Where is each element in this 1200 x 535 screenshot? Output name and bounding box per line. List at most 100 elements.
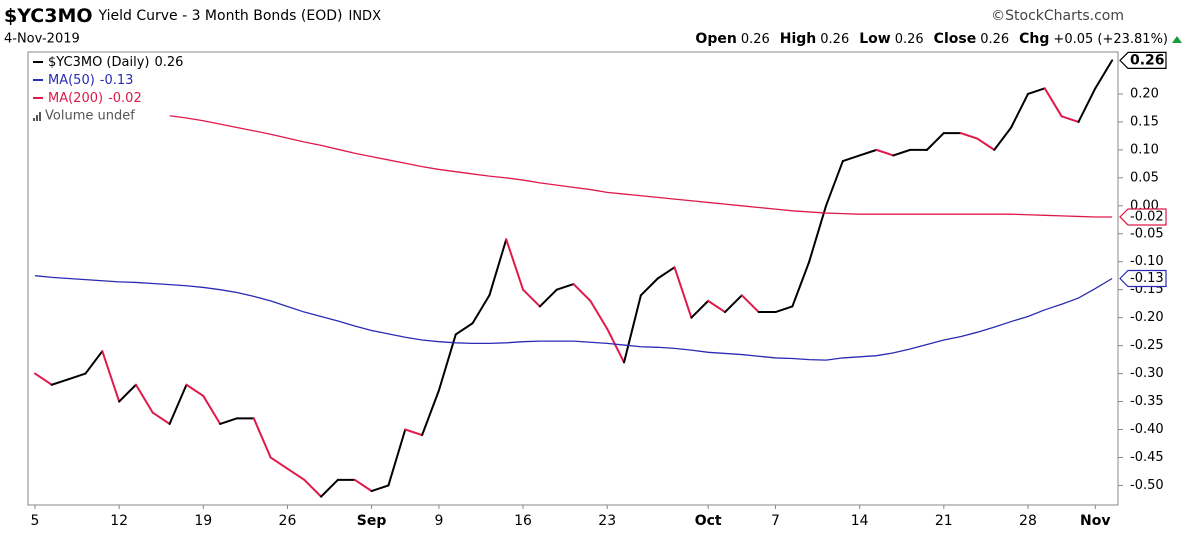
y-tick-label: -0.25: [1130, 338, 1164, 353]
price-segment: [993, 126, 1013, 151]
price-segment: [724, 294, 743, 314]
price-segment: [286, 467, 306, 481]
price-segment: [387, 428, 407, 487]
ohlc-value: 0.26: [820, 32, 849, 47]
y-tick-label: -0.40: [1130, 422, 1164, 437]
price-segment: [623, 294, 642, 364]
ohlc-value: +0.05 (+23.81%): [1053, 32, 1168, 47]
moving-average: [34, 275, 1113, 361]
price-segment: [690, 299, 710, 319]
price-segment: [522, 288, 541, 308]
x-tick-label: 16: [514, 513, 532, 529]
x-tick-label: 19: [194, 513, 212, 529]
legend-value: -0.02: [108, 91, 142, 106]
y-tick-label: -0.30: [1130, 366, 1164, 381]
price-segment: [1010, 92, 1029, 129]
legend-name: MA(200): [48, 91, 103, 106]
x-tick-label: 12: [110, 513, 128, 529]
price-segment: [976, 137, 996, 151]
price-segment: [707, 299, 727, 314]
price-segment: [370, 484, 390, 493]
price-segment: [589, 299, 609, 330]
legend-entry: MA(200) -0.02: [48, 91, 142, 106]
y-tick-label: -0.10: [1130, 254, 1164, 269]
date: 4-Nov-2019: [4, 32, 80, 47]
price-segment: [1060, 115, 1080, 123]
price-segment: [34, 372, 53, 386]
ohlc-value: 0.26: [980, 32, 1009, 47]
y-tick-label: -0.20: [1130, 310, 1164, 325]
y-tick-label: 0.10: [1130, 142, 1159, 157]
price-segment: [269, 456, 289, 470]
price-segment: [101, 350, 121, 403]
price-segment: [252, 417, 272, 459]
price-segment: [185, 383, 205, 397]
price-segment: [353, 478, 373, 493]
last-value-tag: [1119, 208, 1167, 226]
price-segment: [67, 372, 87, 381]
ohlc-label: High: [780, 31, 817, 47]
x-tick-label: 23: [598, 513, 616, 529]
legend-entry: MA(50) -0.13: [48, 73, 133, 88]
x-tick-label: 7: [771, 513, 780, 529]
ohlc-line: Open 0.26 High 0.26 Low 0.26 Close 0.26 Chg +0.05…: [695, 31, 1168, 47]
y-tick-label: 0.20: [1130, 86, 1159, 101]
price-segment: [538, 288, 558, 308]
price-segment: [825, 160, 844, 207]
last-value-label: 0.26: [1130, 52, 1165, 68]
source: ©StockCharts.com: [991, 8, 1124, 24]
last-value-label: -0.13: [1130, 271, 1164, 286]
price-segment: [892, 148, 912, 157]
price-segment: [303, 478, 323, 498]
price-segment: [656, 266, 676, 280]
x-tick-label: 21: [935, 513, 953, 529]
price-segment: [454, 322, 474, 336]
x-tick-label: 14: [851, 513, 869, 529]
price-segment: [1094, 59, 1114, 90]
x-tick-label: 9: [434, 513, 443, 529]
price-segment: [118, 383, 137, 403]
legend-value: -0.13: [100, 73, 134, 88]
last-value-tag: [1119, 51, 1167, 69]
chart-title: Yield Curve - 3 Month Bonds (EOD): [98, 8, 343, 24]
x-tick-label: 5: [31, 513, 40, 529]
price-segment: [488, 238, 508, 297]
price-segment: [572, 283, 592, 302]
up-arrow: [1172, 36, 1182, 43]
moving-average: [169, 115, 1113, 218]
price-segment: [774, 305, 794, 314]
ohlc-label: Low: [859, 31, 891, 47]
price-segment: [925, 132, 945, 151]
price-segment: [421, 389, 440, 437]
ohlc-label: Close: [934, 31, 977, 47]
price-segment: [202, 394, 222, 425]
price-segment: [134, 383, 154, 414]
x-tick-label: Sep: [357, 513, 387, 529]
price-segment: [50, 378, 70, 386]
price-segment: [151, 411, 171, 425]
price-segment: [320, 478, 339, 498]
ohlc-value: 0.26: [741, 32, 770, 47]
chart-header: $YC3MO Yield Curve - 3 Month Bonds (EOD) I…: [4, 5, 381, 27]
price-segment: [858, 148, 878, 157]
price-segment: [168, 383, 188, 425]
volume-icon: [36, 115, 38, 121]
price-segment: [1026, 87, 1046, 95]
price-segment: [437, 333, 457, 392]
legend-entry: $YC3MO (Daily) 0.26: [48, 55, 183, 70]
price-segment: [959, 132, 979, 140]
price-segment: [639, 277, 659, 297]
price-segment: [505, 238, 525, 291]
x-tick-label: 28: [1019, 513, 1037, 529]
ohlc-label: Chg: [1019, 31, 1049, 47]
price-segment: [875, 148, 895, 157]
plot-frame: [27, 51, 1119, 506]
price-segment: [673, 266, 693, 319]
legend-value: 0.26: [154, 55, 183, 70]
legend-name: MA(50): [48, 73, 95, 88]
price-segment: [791, 260, 811, 308]
volume-icon: [39, 112, 41, 121]
last-value-tag: [1119, 269, 1167, 288]
exchange: INDX: [349, 9, 382, 24]
